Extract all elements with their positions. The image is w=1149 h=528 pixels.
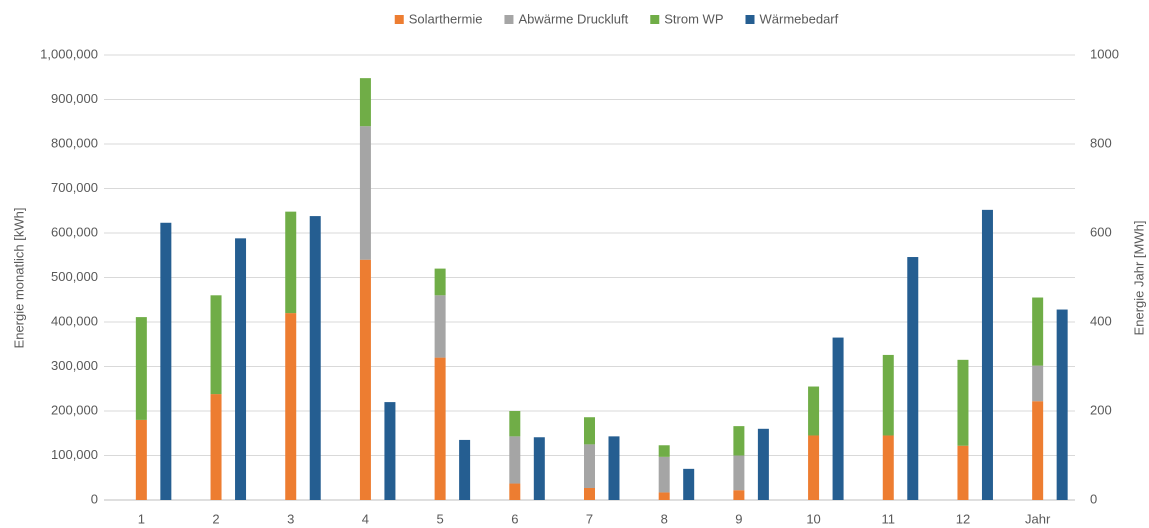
y2-tick-label: 0: [1090, 491, 1097, 506]
bar-segment: [359, 78, 371, 127]
y-tick-label: 400,000: [51, 313, 98, 328]
y-tick-label: 700,000: [51, 180, 98, 195]
legend-swatch: [745, 15, 755, 24]
y-tick-label: 900,000: [51, 91, 98, 106]
legend-label: Abwärme Druckluft: [518, 11, 628, 26]
legend-label: Strom WP: [664, 11, 723, 26]
y-tick-label: 200,000: [51, 402, 98, 417]
y-tick-label: 300,000: [51, 358, 98, 373]
bar-segment: [1032, 365, 1044, 402]
bar: [981, 209, 993, 501]
bar-segment: [135, 317, 147, 420]
bar-segment: [584, 444, 595, 488]
bar: [683, 468, 695, 500]
bar-segment: [210, 295, 222, 395]
y2-tick-label: 600: [1090, 224, 1112, 239]
bar-segment: [808, 386, 820, 436]
bar-segment: [509, 411, 521, 437]
y-tick-label: 600,000: [51, 224, 98, 239]
y2-tick-label: 800: [1090, 135, 1112, 150]
x-tick-label: 12: [956, 511, 970, 526]
x-tick-label: 1: [138, 511, 145, 526]
bar: [384, 402, 396, 500]
y2-axis-title: Energie Jahr [MWh]: [1131, 221, 1146, 336]
bar-segment: [808, 435, 820, 500]
bar-segment: [733, 490, 745, 500]
x-tick-label: 7: [586, 511, 593, 526]
bar-segment: [658, 456, 670, 493]
y2-tick-label: 200: [1090, 402, 1112, 417]
y2-tick-label: 1000: [1090, 46, 1119, 61]
bar: [757, 428, 769, 500]
y-tick-label: 0: [91, 491, 98, 506]
x-tick-label: 10: [806, 511, 820, 526]
bar-segment: [733, 455, 745, 491]
bar: [608, 436, 620, 500]
bar-segment: [1032, 401, 1044, 500]
bar-segment: [210, 394, 222, 500]
bar-segment: [509, 483, 521, 500]
bar-segment: [434, 295, 446, 358]
y-axis-title: Energie monatlich [kWh]: [11, 208, 26, 349]
bar: [160, 222, 172, 500]
x-tick-label: 6: [511, 511, 518, 526]
x-tick-label: 11: [882, 511, 896, 526]
y-tick-label: 1,000,000: [40, 46, 98, 61]
legend-swatch: [394, 15, 404, 24]
bar: [533, 437, 545, 500]
legend-swatch: [504, 15, 514, 24]
y-tick-label: 100,000: [51, 447, 98, 462]
bar-segment: [135, 419, 147, 500]
bar-segment: [658, 445, 670, 457]
bar-segment: [285, 211, 297, 314]
bar-segment: [957, 359, 969, 446]
bar: [459, 439, 471, 500]
y-tick-label: 500,000: [51, 269, 98, 284]
y2-tick-label: 400: [1090, 313, 1112, 328]
x-tick-label: 5: [436, 511, 443, 526]
x-tick-label: 4: [362, 511, 369, 526]
bar-segment: [882, 435, 894, 500]
legend-label: Wärmebedarf: [760, 11, 839, 26]
bar-segment: [359, 259, 371, 500]
bar-segment: [434, 357, 446, 500]
bar-segment: [882, 354, 894, 436]
bar-segment: [434, 268, 446, 296]
bar-segment: [658, 492, 670, 500]
bar: [907, 257, 919, 500]
bar-segment: [359, 126, 371, 260]
y-tick-label: 800,000: [51, 135, 98, 150]
bar-segment: [509, 436, 521, 484]
bar: [1056, 309, 1068, 500]
x-tick-label: Jahr: [1025, 511, 1051, 526]
x-tick-label: 9: [735, 511, 742, 526]
bar: [309, 216, 321, 500]
bar-segment: [584, 487, 595, 500]
bar-segment: [584, 417, 595, 445]
x-tick-label: 2: [212, 511, 219, 526]
bar: [235, 238, 247, 500]
x-tick-label: 8: [661, 511, 668, 526]
bar-segment: [957, 445, 969, 500]
bar-segment: [285, 313, 297, 500]
legend-swatch: [650, 15, 660, 24]
bar: [832, 337, 844, 500]
bar-segment: [733, 426, 745, 456]
legend-label: Solarthermie: [409, 11, 483, 26]
bar-segment: [1032, 297, 1044, 366]
x-tick-label: 3: [287, 511, 294, 526]
